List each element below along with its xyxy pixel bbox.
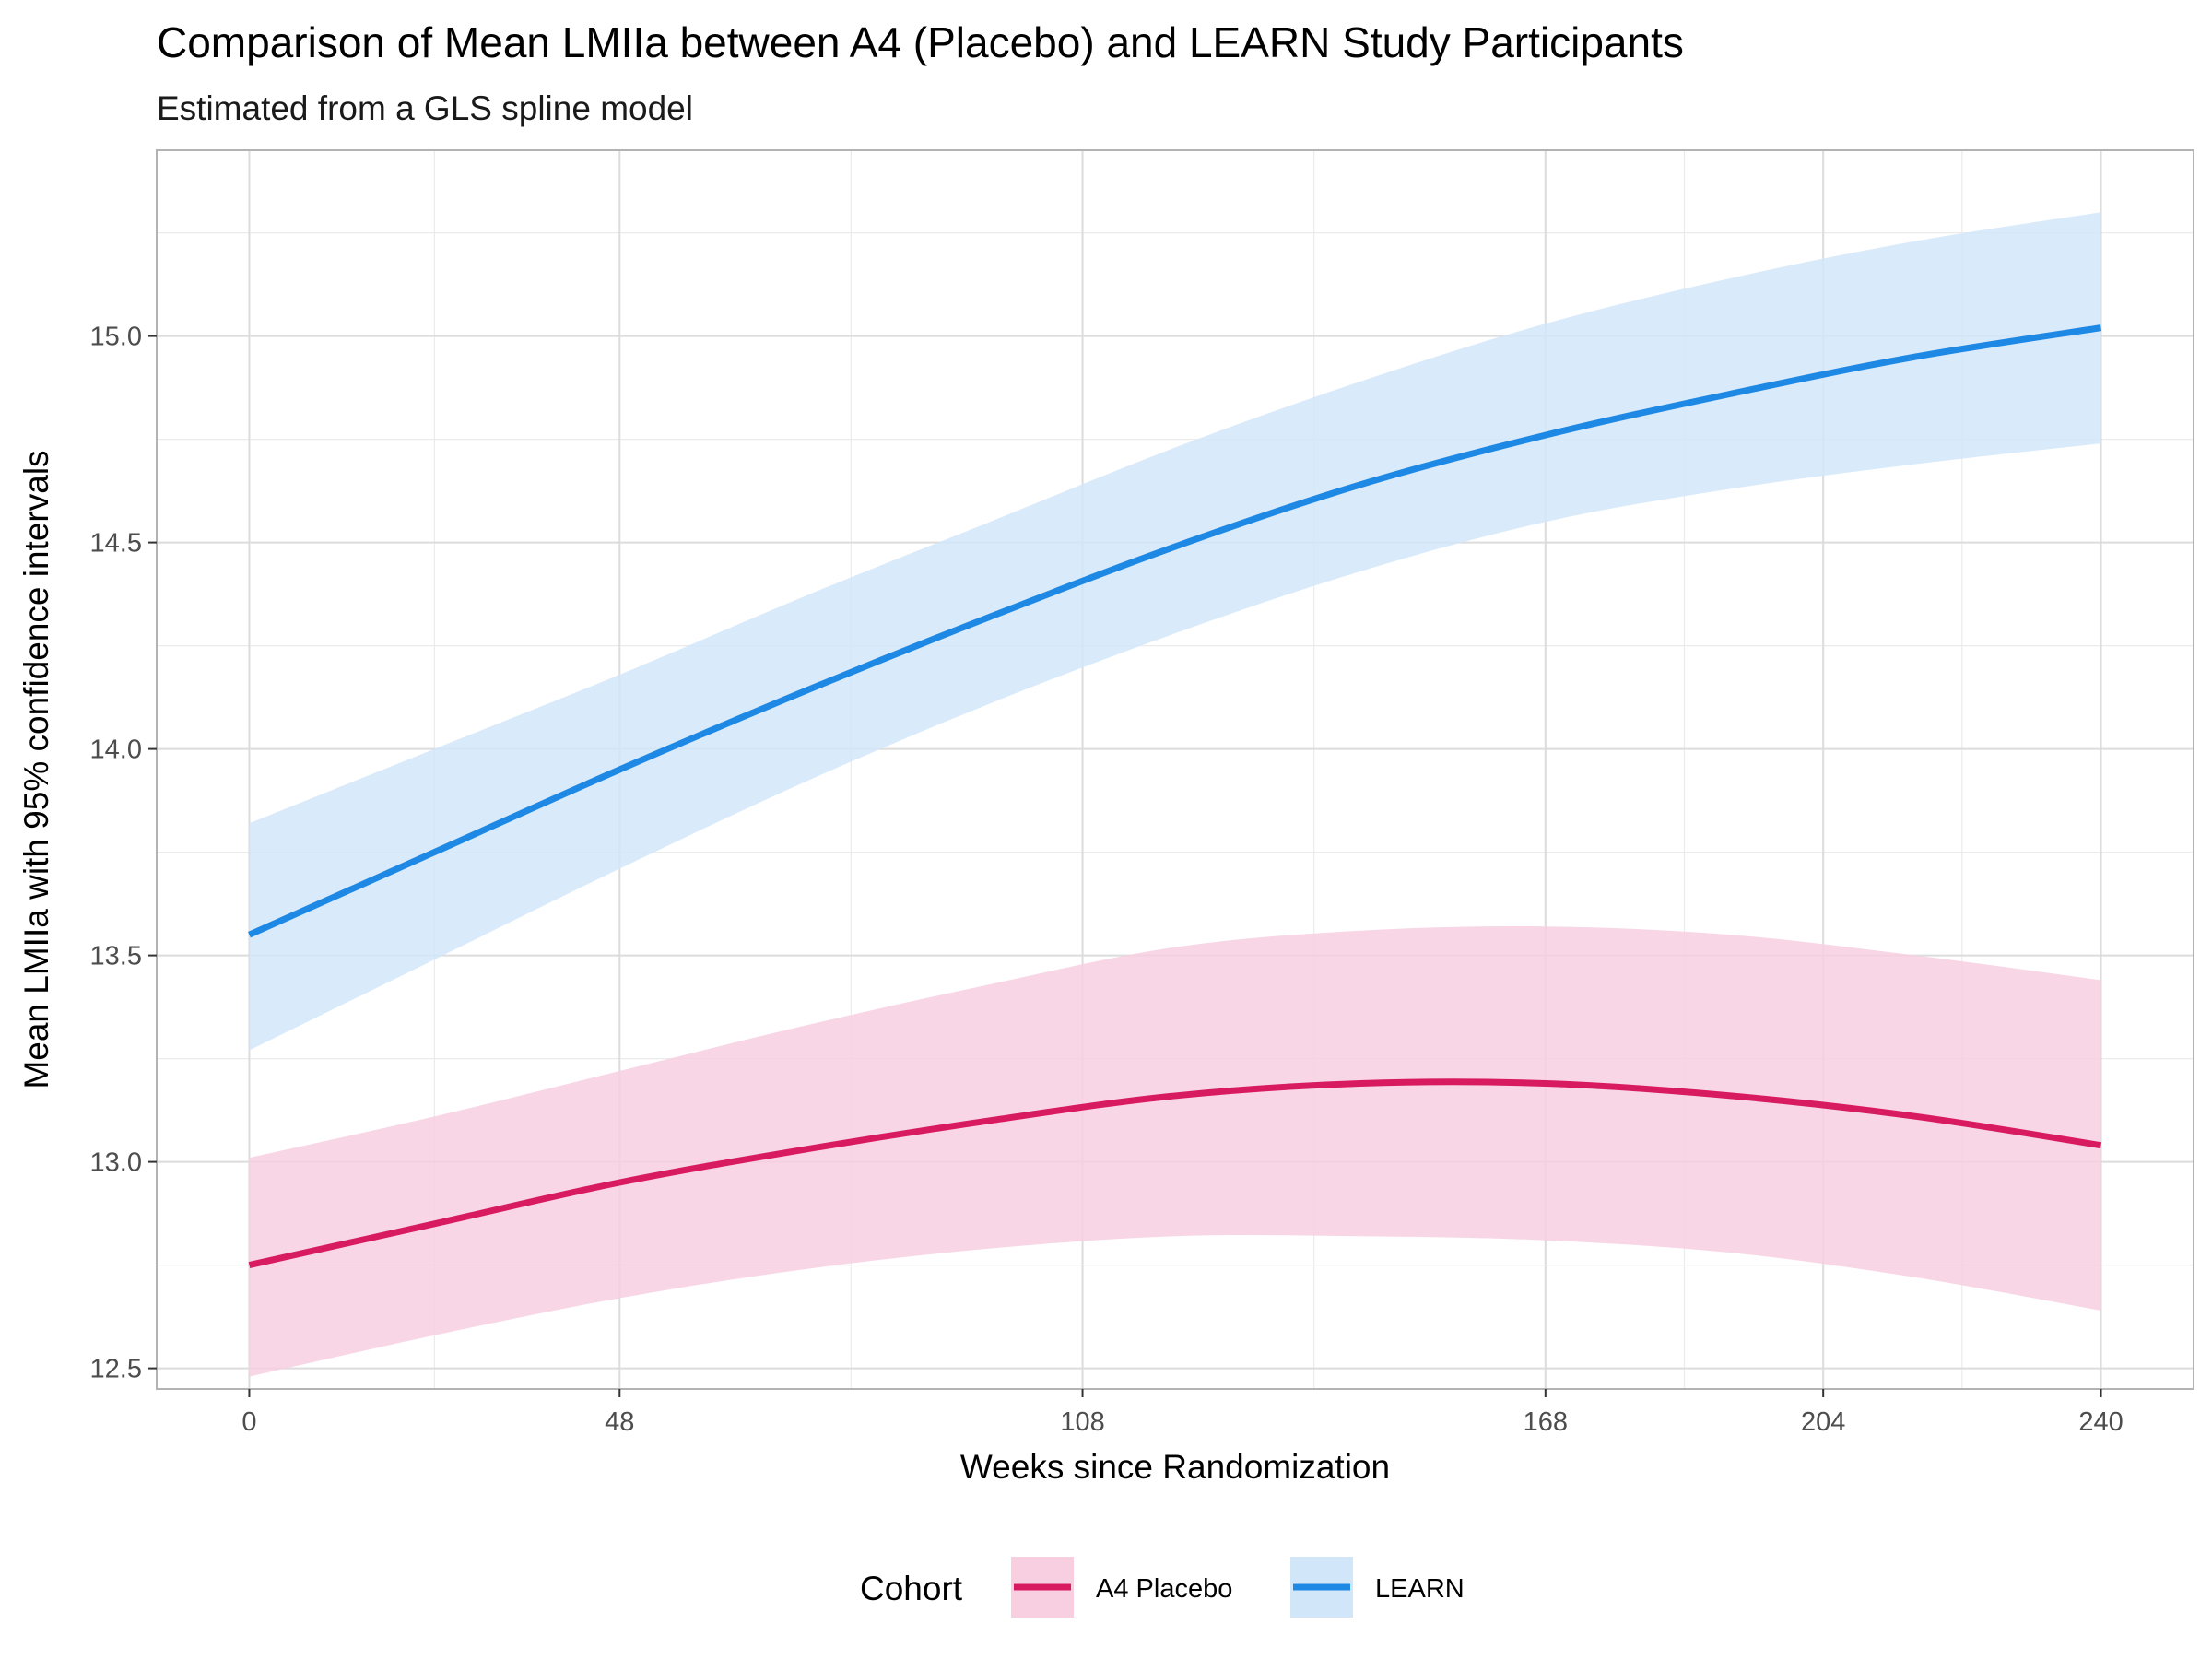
x-tick-label: 240 bbox=[2078, 1407, 2123, 1437]
x-tick-label: 48 bbox=[605, 1407, 634, 1437]
y-tick-label: 15.0 bbox=[90, 323, 142, 352]
confidence-band-learn bbox=[249, 212, 2101, 1051]
legend: Cohort A4 Placebo LEARN bbox=[860, 1557, 1465, 1618]
plot-border bbox=[156, 149, 2194, 1390]
y-tick-label: 14.0 bbox=[90, 735, 142, 765]
legend-label-a4-placebo: A4 Placebo bbox=[1096, 1574, 1232, 1604]
series-line-learn bbox=[248, 324, 2102, 938]
legend-items: A4 Placebo LEARN bbox=[1011, 1557, 1465, 1618]
y-tick-label: 13.0 bbox=[90, 1148, 142, 1178]
y-tick-label: 12.5 bbox=[90, 1355, 142, 1384]
series-line-a4-placebo bbox=[248, 1078, 2102, 1269]
x-tick-label: 0 bbox=[241, 1407, 256, 1437]
confidence-bands bbox=[249, 212, 2101, 1377]
x-axis-title: Weeks since Randomization bbox=[960, 1448, 1390, 1486]
y-axis-ticks: 12.5 13.0 13.5 14.0 14.5 15.0 bbox=[90, 323, 157, 1384]
y-tick-label: 14.5 bbox=[90, 529, 142, 559]
series-lines bbox=[248, 324, 2102, 1269]
y-axis-title: Mean LMIIa with 95% confidence intervals bbox=[18, 450, 55, 1088]
x-tick-label: 168 bbox=[1524, 1407, 1568, 1437]
legend-label-learn: LEARN bbox=[1375, 1574, 1465, 1604]
x-axis-ticks: 0 48 108 168 204 240 bbox=[241, 1389, 2124, 1437]
chart-title: Comparison of Mean LMIIa between A4 (Pla… bbox=[157, 18, 1684, 66]
chart-subtitle: Estimated from a GLS spline model bbox=[157, 89, 693, 127]
x-tick-label: 204 bbox=[1801, 1407, 1845, 1437]
y-tick-label: 13.5 bbox=[90, 942, 142, 971]
x-tick-label: 108 bbox=[1060, 1407, 1104, 1437]
legend-title: Cohort bbox=[860, 1570, 963, 1607]
confidence-band-a4-placebo bbox=[249, 926, 2101, 1377]
